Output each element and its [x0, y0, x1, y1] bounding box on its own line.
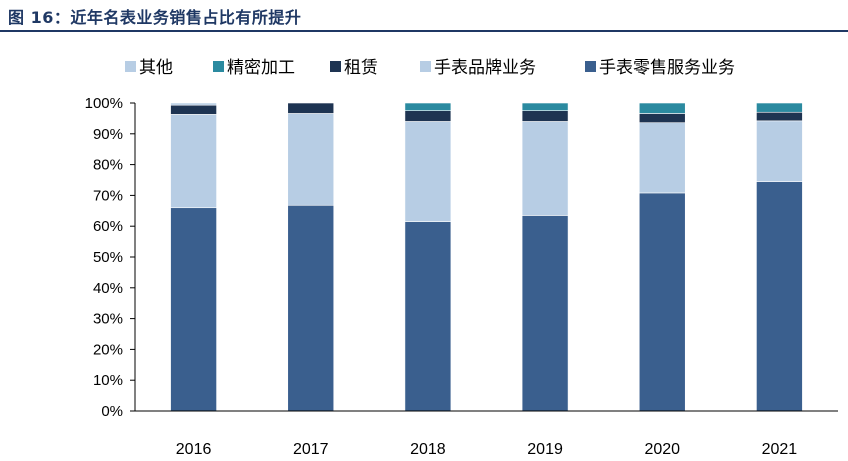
- bar-area: [170, 102, 803, 412]
- legend-swatch: [585, 61, 596, 72]
- y-tick-label: 50%: [93, 249, 123, 266]
- x-axis: 2016 2017 2018 2019 2020 2021: [135, 410, 838, 458]
- y-tick-label: 20%: [93, 341, 123, 358]
- legend-label: 精密加工: [227, 58, 295, 78]
- bar-segment: [287, 102, 335, 114]
- x-tick-label: 2019: [527, 441, 563, 458]
- bar-segment: [521, 102, 569, 111]
- bar-segment: [756, 111, 803, 122]
- bar-segment: [638, 122, 686, 194]
- bar-segment: [756, 102, 803, 113]
- x-tick-label: 2018: [410, 441, 446, 458]
- bar-segment: [521, 121, 569, 216]
- y-tick-label: 30%: [93, 311, 123, 328]
- bar-segment: [521, 215, 569, 412]
- legend-swatch: [330, 61, 341, 72]
- bar-segment: [404, 121, 452, 222]
- y-tick-label: 80%: [93, 157, 123, 174]
- bar-segment: [287, 113, 335, 206]
- bar-segment: [638, 192, 686, 412]
- y-axis: 0% 10% 20% 30% 40% 50% 60% 70% 80% 90% 100%: [85, 95, 136, 420]
- legend-label: 手表零售服务业务: [599, 58, 735, 78]
- bar-segment: [404, 102, 452, 111]
- bar-segment: [404, 221, 452, 412]
- bar-segment: [170, 114, 217, 209]
- legend-label: 其他: [139, 58, 173, 78]
- y-tick-label: 90%: [93, 126, 123, 143]
- chart-legend: 其他 精密加工 租赁 手表品牌业务 手表零售服务业务: [125, 58, 735, 78]
- y-tick-label: 10%: [93, 372, 123, 389]
- bar-segment: [638, 113, 686, 124]
- bar-segment: [638, 102, 686, 114]
- x-tick-label: 2017: [293, 441, 329, 458]
- bar-segment: [756, 120, 803, 182]
- y-tick-label: 0%: [101, 403, 123, 420]
- bar-segment: [170, 102, 217, 106]
- x-tick-label: 2016: [176, 441, 212, 458]
- x-tick-label: 2020: [644, 441, 680, 458]
- legend-swatch: [125, 61, 136, 72]
- y-tick-label: 60%: [93, 218, 123, 235]
- legend-swatch: [420, 61, 431, 72]
- bar-segment: [287, 204, 335, 412]
- y-tick-label: 70%: [93, 187, 123, 204]
- y-tick-label: 40%: [93, 280, 123, 297]
- legend-swatch: [213, 61, 224, 72]
- legend-label: 租赁: [344, 58, 378, 78]
- bar-segment: [170, 104, 217, 115]
- bar-segment: [756, 181, 803, 412]
- legend-label: 手表品牌业务: [434, 58, 536, 78]
- x-tick-label: 2021: [762, 441, 798, 458]
- title-divider: [0, 30, 848, 32]
- bar-segment: [170, 207, 217, 412]
- bar-segment: [521, 110, 569, 122]
- y-tick-label: 100%: [85, 95, 123, 112]
- figure-title: 图 16：近年名表业务销售占比有所提升: [8, 8, 302, 27]
- bar-segment: [404, 110, 452, 122]
